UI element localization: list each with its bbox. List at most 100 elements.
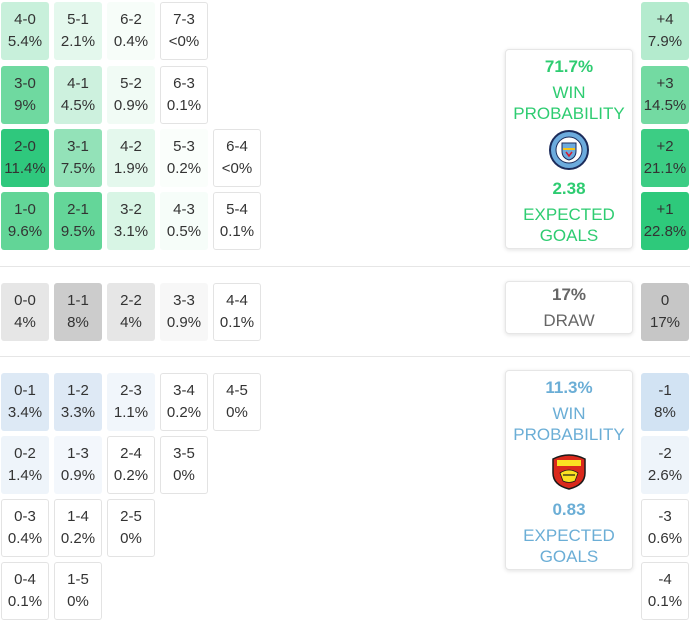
draw-scoreline-cell-probability: 0.1%	[219, 314, 255, 331]
away-scoreline-cell-probability: 3.4%	[7, 404, 43, 421]
home-scoreline-cell[interactable]: 4-1 4.5%	[54, 66, 102, 124]
home-scoreline-cell[interactable]: 7-3 <0%	[160, 2, 208, 60]
away-win-probability: 11.3%	[545, 378, 593, 397]
away-scoreline-cell-score: 0-2	[14, 445, 36, 462]
home-scoreline-cell[interactable]: 6-4 <0%	[213, 129, 261, 187]
home-goal-margin-cell[interactable]: +3 14.5%	[641, 66, 689, 124]
away-scoreline-cell-probability: 1.1%	[113, 404, 149, 421]
draw-probability: 17%	[551, 285, 587, 304]
away-scoreline-cell[interactable]: 2-5 0%	[107, 499, 155, 557]
away-scoreline-cell-probability: 0%	[120, 530, 142, 547]
away-scoreline-cell[interactable]: 1-5 0%	[54, 562, 102, 620]
away-scoreline-cell-score: 2-5	[120, 508, 142, 525]
away-goal-margin-cell[interactable]: -2 2.6%	[641, 436, 689, 494]
man-city-crest-icon	[549, 130, 589, 170]
away-scoreline-cell-probability: 0.2%	[166, 404, 202, 421]
home-scoreline-cell[interactable]: 6-3 0.1%	[160, 66, 208, 124]
home-scoreline-cell[interactable]: 6-2 0.4%	[107, 2, 155, 60]
home-scoreline-cell[interactable]: 2-1 9.5%	[54, 192, 102, 250]
away-scoreline-cell[interactable]: 0-4 0.1%	[1, 562, 49, 620]
home-scoreline-cell-score: 4-1	[67, 75, 89, 92]
home-scoreline-cell-probability: 5.4%	[7, 33, 43, 50]
home-goal-margin-cell[interactable]: +2 21.1%	[641, 129, 689, 187]
home-scoreline-cell-score: 6-3	[173, 75, 195, 92]
away-goal-margin-cell-probability: 0.6%	[647, 530, 683, 547]
away-goal-margin-cell[interactable]: -1 8%	[641, 373, 689, 431]
home-expected-goals: 2.38	[552, 179, 586, 198]
home-goal-margin-cell[interactable]: +1 22.8%	[641, 192, 689, 250]
home-scoreline-cell[interactable]: 3-1 7.5%	[54, 129, 102, 187]
home-scoreline-cell[interactable]: 4-3 0.5%	[160, 192, 208, 250]
draw-goal-margin-cell-score: 0	[660, 292, 670, 309]
away-scoreline-cell[interactable]: 3-5 0%	[160, 436, 208, 494]
home-scoreline-cell-probability: 0.4%	[113, 33, 149, 50]
away-scoreline-cell-probability: 0.2%	[113, 467, 149, 484]
home-scoreline-cell[interactable]: 5-4 0.1%	[213, 192, 261, 250]
draw-scoreline-cell-score: 2-2	[120, 292, 142, 309]
home-scoreline-cell-probability: 0.5%	[166, 223, 202, 240]
draw-scoreline-cell-probability: 4%	[14, 314, 36, 331]
home-win-probability: 71.7%	[544, 57, 594, 76]
draw-scoreline-cell[interactable]: 4-4 0.1%	[213, 283, 261, 341]
home-scoreline-cell[interactable]: 3-0 9%	[1, 66, 49, 124]
away-scoreline-cell-score: 3-4	[173, 382, 195, 399]
home-goal-margin-cell-score: +2	[656, 138, 674, 155]
home-scoreline-cell-probability: 0.9%	[113, 97, 149, 114]
home-scoreline-cell-score: 2-0	[14, 138, 36, 155]
draw-scoreline-cell-score: 4-4	[226, 292, 248, 309]
draw-scoreline-cell[interactable]: 2-2 4%	[107, 283, 155, 341]
draw-scoreline-cell[interactable]: 1-1 8%	[54, 283, 102, 341]
away-scoreline-cell-probability: 0.9%	[60, 467, 96, 484]
section-divider	[0, 266, 690, 267]
home-scoreline-cell-probability: 9.6%	[7, 223, 43, 240]
home-goal-margin-cell[interactable]: +4 7.9%	[641, 2, 689, 60]
away-goal-margin-cell[interactable]: -4 0.1%	[641, 562, 689, 620]
home-scoreline-cell-probability: 0.1%	[219, 223, 255, 240]
home-scoreline-cell-probability: 9%	[14, 97, 36, 114]
home-scoreline-cell[interactable]: 2-0 11.4%	[1, 129, 49, 187]
home-scoreline-cell[interactable]: 3-2 3.1%	[107, 192, 155, 250]
home-scoreline-cell[interactable]: 5-2 0.9%	[107, 66, 155, 124]
home-goal-margin-cell-probability: 14.5%	[643, 97, 687, 114]
away-scoreline-cell[interactable]: 1-2 3.3%	[54, 373, 102, 431]
home-scoreline-cell-probability: 2.1%	[60, 33, 96, 50]
away-scoreline-cell[interactable]: 4-5 0%	[213, 373, 261, 431]
away-scoreline-cell[interactable]: 2-3 1.1%	[107, 373, 155, 431]
home-scoreline-cell-probability: <0%	[221, 160, 253, 177]
away-scoreline-cell[interactable]: 0-2 1.4%	[1, 436, 49, 494]
draw-scoreline-cell[interactable]: 0-0 4%	[1, 283, 49, 341]
man-united-crest-icon	[552, 454, 586, 490]
away-summary-card: 11.3% WIN PROBABILITY 0.83 EXPECTED GOALS	[505, 370, 633, 570]
home-scoreline-cell-probability: 1.9%	[113, 160, 149, 177]
away-scoreline-cell[interactable]: 1-4 0.2%	[54, 499, 102, 557]
home-scoreline-cell-score: 4-3	[173, 201, 195, 218]
away-scoreline-cell-probability: 0%	[67, 593, 89, 610]
home-goal-margin-cell-score: +4	[656, 11, 674, 28]
home-scoreline-cell[interactable]: 1-0 9.6%	[1, 192, 49, 250]
home-expected-goals-label: EXPECTED GOALS	[523, 205, 615, 245]
home-scoreline-cell-score: 3-1	[67, 138, 89, 155]
home-summary-card: 71.7% WIN PROBABILITY 2.38 EXPECTED GOALS	[505, 49, 633, 249]
home-scoreline-cell[interactable]: 5-3 0.2%	[160, 129, 208, 187]
away-scoreline-cell-probability: 0.2%	[60, 530, 96, 547]
away-scoreline-cell[interactable]: 2-4 0.2%	[107, 436, 155, 494]
home-scoreline-cell-score: 4-2	[120, 138, 142, 155]
home-scoreline-cell[interactable]: 5-1 2.1%	[54, 2, 102, 60]
away-scoreline-cell[interactable]: 0-1 3.4%	[1, 373, 49, 431]
home-scoreline-cell-probability: 0.1%	[166, 97, 202, 114]
away-scoreline-cell[interactable]: 3-4 0.2%	[160, 373, 208, 431]
away-goal-margin-cell-score: -4	[658, 571, 672, 588]
home-goal-margin-cell-score: +1	[656, 201, 674, 218]
away-scoreline-cell[interactable]: 0-3 0.4%	[1, 499, 49, 557]
home-scoreline-cell-score: 7-3	[173, 11, 195, 28]
draw-scoreline-cell[interactable]: 3-3 0.9%	[160, 283, 208, 341]
away-scoreline-cell[interactable]: 1-3 0.9%	[54, 436, 102, 494]
away-scoreline-cell-score: 1-2	[67, 382, 89, 399]
away-scoreline-cell-score: 1-4	[67, 508, 89, 525]
home-scoreline-cell[interactable]: 4-2 1.9%	[107, 129, 155, 187]
draw-summary-card: 17% DRAW	[505, 281, 633, 334]
home-scoreline-cell[interactable]: 4-0 5.4%	[1, 2, 49, 60]
away-goal-margin-cell[interactable]: -3 0.6%	[641, 499, 689, 557]
away-scoreline-cell-score: 3-5	[173, 445, 195, 462]
draw-goal-margin-cell[interactable]: 0 17%	[641, 283, 689, 341]
